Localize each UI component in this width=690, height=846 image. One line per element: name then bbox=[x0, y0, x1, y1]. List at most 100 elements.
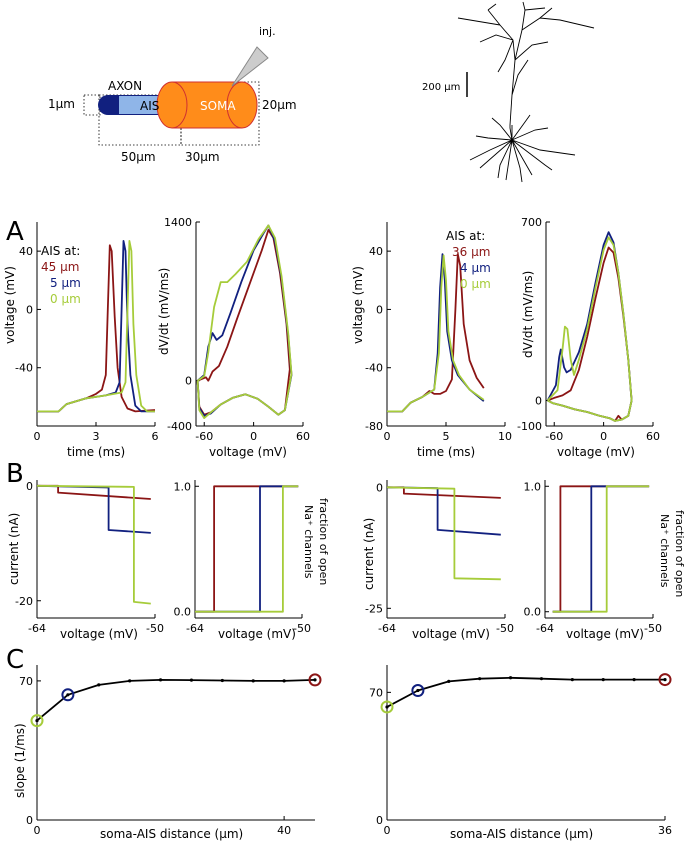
b3-ytick-label: -25 bbox=[365, 602, 383, 615]
legend-a3-item-36: 36 µm bbox=[452, 245, 490, 259]
chart-a4-phase-plot: -60 0 60 700 0 -100 bbox=[517, 216, 660, 443]
c1-series-line-0 bbox=[36, 679, 316, 722]
b4-ylabel-line1: fraction of open bbox=[673, 510, 686, 597]
c1-ylabel: slope (1/ms) bbox=[13, 723, 27, 798]
chart-b1-current: -64 -50 0 -20 bbox=[15, 480, 164, 635]
chart-a2-phase-plot: -60 0 60 1400 0 -400 bbox=[164, 216, 310, 443]
b3-xtick-label: -64 bbox=[378, 622, 396, 635]
b4-xtick-label: -64 bbox=[536, 622, 554, 635]
a1-ylabel: voltage (mV) bbox=[3, 266, 17, 344]
b1-xtick-label: -64 bbox=[28, 622, 46, 635]
c1-data-point bbox=[220, 678, 224, 683]
legend-a1-item-0: 0 µm bbox=[50, 292, 81, 306]
a1-ytick-label: 40 bbox=[19, 245, 33, 258]
a4-ytick-label: 700 bbox=[521, 216, 542, 229]
b2-ytick-label: 1.0 bbox=[174, 480, 192, 493]
c2-data-point bbox=[447, 679, 451, 684]
c1-data-point bbox=[158, 678, 163, 682]
legend-a3-title: AIS at: bbox=[446, 229, 485, 243]
ais-length-label: 50µm bbox=[121, 150, 156, 164]
a1-ytick-label: -40 bbox=[15, 362, 33, 375]
panel-label-a: A bbox=[6, 217, 24, 247]
c1-highlight-marker-2 bbox=[308, 673, 322, 687]
a2-ytick-label: -400 bbox=[167, 420, 192, 433]
a2-series-line-2 bbox=[196, 224, 293, 420]
axon-dim-box bbox=[83, 94, 101, 116]
c1-data-point bbox=[35, 719, 39, 723]
a3-xtick-label: 5 bbox=[443, 430, 450, 443]
legend-a3-item-4: 4 µm bbox=[460, 261, 491, 275]
legend-a3-item-0: 0 µm bbox=[460, 277, 491, 291]
chart-b4-fraction-open: -64 -50 1.0 0.0 bbox=[524, 480, 662, 635]
c2-data-point bbox=[478, 677, 482, 681]
ais-label: AIS bbox=[140, 99, 159, 113]
b3-ylabel: current (nA) bbox=[362, 518, 376, 590]
ais-dim-box bbox=[98, 94, 182, 146]
electrode-icon bbox=[231, 46, 269, 87]
neuron-schematic: AXON AIS SOMA inj. 1µm 20µm 50µm 30µm bbox=[48, 25, 297, 164]
c2-data-point bbox=[385, 705, 389, 709]
b2-xlabel: voltage (mV) bbox=[218, 627, 296, 641]
c2-highlight-marker-0 bbox=[380, 700, 394, 714]
b4-series-line-0 bbox=[552, 485, 650, 613]
c1-data-point bbox=[313, 678, 317, 682]
a1-xtick-label: 0 bbox=[34, 430, 41, 443]
a3-ytick-label: 40 bbox=[369, 245, 383, 258]
b4-series-line-2 bbox=[552, 485, 650, 613]
c2-data-point bbox=[663, 677, 667, 682]
a4-xlabel: voltage (mV) bbox=[557, 445, 635, 459]
c2-data-point bbox=[508, 676, 513, 680]
b4-ylabel-line2: Na⁺ channels bbox=[658, 514, 671, 588]
soma-diameter-label: 20µm bbox=[262, 98, 297, 112]
c2-data-point bbox=[539, 677, 544, 681]
a2-ytick-label: 0 bbox=[185, 375, 192, 388]
a4-ylabel: dV/dt (mV/ms) bbox=[521, 271, 535, 358]
a4-series-line-2 bbox=[546, 236, 633, 422]
legend-a1-title: AIS at: bbox=[41, 244, 80, 258]
legend-a1: AIS at: 45 µm 5 µm 0 µm bbox=[41, 244, 81, 306]
c1-xlabel: soma-AIS distance (µm) bbox=[100, 827, 243, 841]
legend-a3: AIS at: 36 µm 4 µm 0 µm bbox=[446, 229, 491, 291]
a2-xtick-label: -60 bbox=[195, 430, 213, 443]
b1-ytick-label: -20 bbox=[15, 595, 33, 608]
scale-bar: 200 µm bbox=[422, 72, 468, 97]
a3-ytick-label: -80 bbox=[365, 420, 383, 433]
c1-data-point bbox=[97, 683, 101, 687]
a3-xtick-label: 10 bbox=[498, 430, 512, 443]
chart-b2-fraction-open: -64 -50 1.0 0.0 bbox=[174, 480, 311, 635]
c2-series-line-0 bbox=[386, 676, 665, 708]
c1-ytick-label: 0 bbox=[26, 814, 33, 827]
a2-ytick-label: 1400 bbox=[164, 216, 192, 229]
chart-a3-voltage-trace: 0 5 10 40 0 -40 -80 bbox=[365, 222, 512, 443]
a1-series-line-2 bbox=[37, 239, 155, 413]
c1-highlight-marker-0 bbox=[30, 714, 44, 728]
soma-end-left bbox=[156, 81, 188, 129]
c1-highlight-marker-1 bbox=[61, 688, 75, 702]
b3-xtick-label: -50 bbox=[496, 622, 514, 635]
b1-xtick-label: -50 bbox=[146, 622, 164, 635]
c1-xtick-label: 40 bbox=[277, 824, 291, 837]
b4-series-line-1 bbox=[552, 485, 650, 613]
c1-data-point bbox=[189, 678, 194, 682]
a4-ytick-label: -100 bbox=[517, 420, 542, 433]
c2-highlight-marker-1 bbox=[411, 684, 425, 698]
a1-xlabel: time (ms) bbox=[67, 445, 125, 459]
axon-diameter-label: 1µm bbox=[48, 97, 75, 111]
a3-xtick-label: 0 bbox=[384, 430, 391, 443]
c1-data-point bbox=[282, 679, 286, 683]
a4-xtick-label: 60 bbox=[646, 430, 660, 443]
soma-label: SOMA bbox=[200, 99, 236, 113]
c2-xtick-label: 36 bbox=[658, 824, 672, 837]
c2-ytick-label: 70 bbox=[369, 686, 383, 699]
c2-data-point bbox=[601, 677, 605, 682]
b3-xlabel: voltage (mV) bbox=[412, 627, 490, 641]
a4-xtick-label: -60 bbox=[545, 430, 563, 443]
b4-ytick-label: 1.0 bbox=[524, 480, 542, 493]
a3-xlabel: time (ms) bbox=[417, 445, 475, 459]
a2-xtick-label: 0 bbox=[250, 430, 257, 443]
a3-series-line-2 bbox=[387, 254, 485, 413]
panel-label-c: C bbox=[6, 645, 24, 675]
a4-xtick-label: 0 bbox=[600, 430, 607, 443]
c2-data-point bbox=[416, 688, 420, 693]
